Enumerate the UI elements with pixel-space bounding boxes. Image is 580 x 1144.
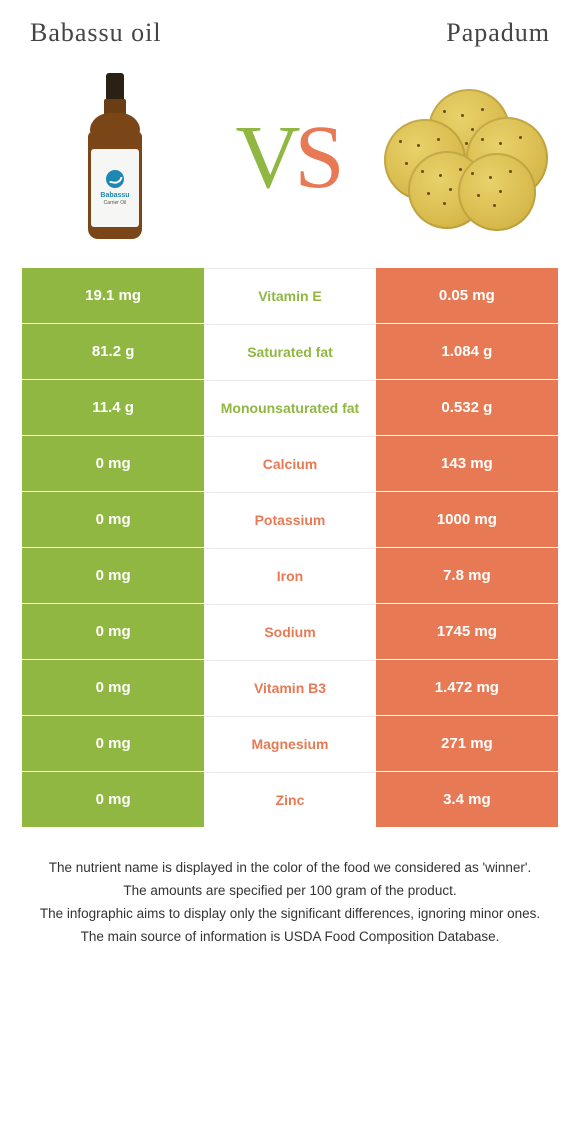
food-left-title: Babassu oil (30, 18, 162, 48)
table-row: 0 mgMagnesium271 mg (22, 716, 558, 772)
left-value: 11.4 g (22, 380, 204, 435)
nutrient-label: Saturated fat (204, 324, 376, 379)
nutrient-label: Potassium (204, 492, 376, 547)
table-row: 81.2 gSaturated fat1.084 g (22, 324, 558, 380)
nutrient-label: Zinc (204, 772, 376, 827)
table-row: 0 mgSodium1745 mg (22, 604, 558, 660)
table-row: 19.1 mgVitamin E0.05 mg (22, 268, 558, 324)
right-value: 7.8 mg (376, 548, 558, 603)
header: Babassu oil Papadum (0, 0, 580, 58)
vs-v: V (235, 113, 300, 203)
left-value: 0 mg (22, 548, 204, 603)
footnote-line: The main source of information is USDA F… (28, 927, 552, 948)
left-value: 0 mg (22, 436, 204, 491)
bottle-icon: Babassu Carrier Oil (85, 73, 145, 243)
food-left-image: Babassu Carrier Oil (30, 73, 200, 243)
left-value: 19.1 mg (22, 268, 204, 323)
vs-label: V S (235, 113, 344, 203)
nutrient-label: Sodium (204, 604, 376, 659)
right-value: 1000 mg (376, 492, 558, 547)
table-row: 0 mgIron7.8 mg (22, 548, 558, 604)
left-value: 0 mg (22, 772, 204, 827)
right-value: 0.05 mg (376, 268, 558, 323)
papadum-icon (380, 83, 550, 233)
right-value: 3.4 mg (376, 772, 558, 827)
nutrient-label: Magnesium (204, 716, 376, 771)
vs-s: S (294, 113, 344, 203)
right-value: 1.472 mg (376, 660, 558, 715)
left-value: 81.2 g (22, 324, 204, 379)
comparison-table: 19.1 mgVitamin E0.05 mg81.2 gSaturated f… (0, 268, 580, 828)
table-row: 0 mgCalcium143 mg (22, 436, 558, 492)
nutrient-label: Iron (204, 548, 376, 603)
bottle-label-line1: Babassu (100, 192, 129, 200)
food-right-image (380, 73, 550, 243)
footnote-line: The amounts are specified per 100 gram o… (28, 881, 552, 902)
left-value: 0 mg (22, 660, 204, 715)
hero-row: Babassu Carrier Oil V S (0, 58, 580, 268)
bottle-label-line2: Carrier Oil (104, 200, 127, 206)
right-value: 0.532 g (376, 380, 558, 435)
table-row: 11.4 gMonounsaturated fat0.532 g (22, 380, 558, 436)
table-row: 0 mgVitamin B31.472 mg (22, 660, 558, 716)
table-row: 0 mgPotassium1000 mg (22, 492, 558, 548)
left-value: 0 mg (22, 492, 204, 547)
left-value: 0 mg (22, 716, 204, 771)
footnote-line: The infographic aims to display only the… (28, 904, 552, 925)
food-right-title: Papadum (446, 18, 550, 48)
nutrient-label: Vitamin E (204, 268, 376, 323)
right-value: 143 mg (376, 436, 558, 491)
bottle-logo-icon (106, 170, 124, 188)
footnote-line: The nutrient name is displayed in the co… (28, 858, 552, 879)
right-value: 1745 mg (376, 604, 558, 659)
nutrient-label: Calcium (204, 436, 376, 491)
footnotes: The nutrient name is displayed in the co… (0, 828, 580, 948)
right-value: 271 mg (376, 716, 558, 771)
nutrient-label: Monounsaturated fat (204, 380, 376, 435)
right-value: 1.084 g (376, 324, 558, 379)
left-value: 0 mg (22, 604, 204, 659)
nutrient-label: Vitamin B3 (204, 660, 376, 715)
table-row: 0 mgZinc3.4 mg (22, 772, 558, 828)
